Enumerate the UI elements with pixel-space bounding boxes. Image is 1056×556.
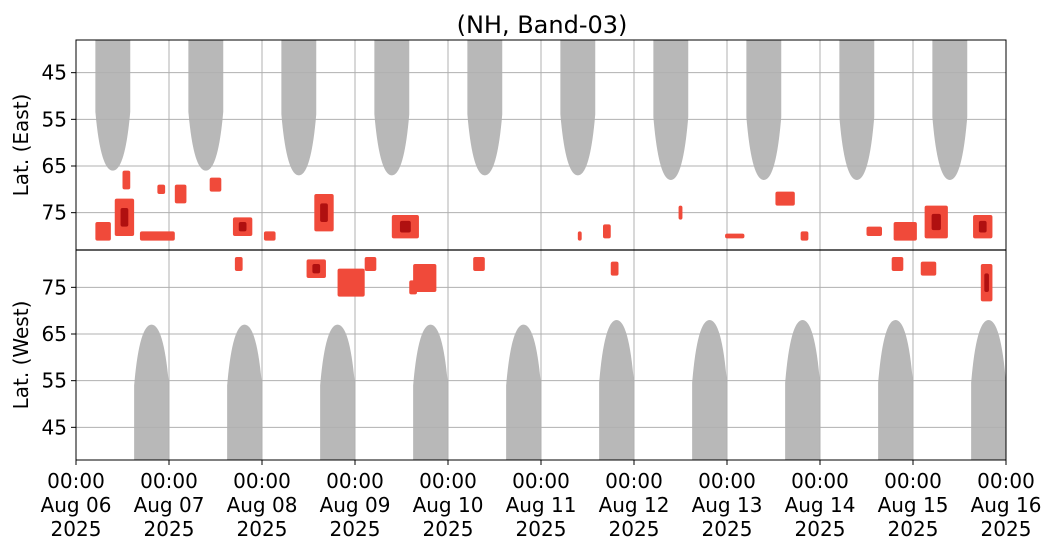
activity-patch: [800, 231, 809, 241]
activity-patch: [610, 261, 619, 276]
plot-inner: [76, 40, 1006, 460]
x-tick-label: Aug 08: [227, 493, 298, 517]
activity-core: [931, 213, 941, 231]
x-tick-label: 2025: [888, 517, 939, 541]
x-tick-label: Aug 09: [320, 493, 391, 517]
y-tick-label-east: 55: [42, 107, 67, 131]
y-tick-label-east: 45: [42, 61, 67, 85]
activity-patch: [337, 268, 365, 297]
activity-patch: [95, 222, 111, 241]
activity-patch: [891, 257, 904, 271]
activity-patch: [413, 264, 437, 292]
activity-patch: [775, 191, 795, 206]
x-tick-label: Aug 14: [785, 493, 856, 517]
activity-core: [978, 220, 987, 233]
activity-patch: [234, 257, 243, 271]
daylight-west-shape: [227, 324, 262, 460]
daylight-east-shape: [188, 40, 224, 171]
daylight-west-shape: [320, 324, 355, 460]
daylight-east-shape: [281, 40, 317, 176]
x-tick-label: 2025: [981, 517, 1032, 541]
daylight-east-shape: [560, 40, 596, 176]
x-tick-label: 00:00: [884, 469, 942, 493]
x-tick-label: Aug 06: [41, 493, 112, 517]
x-tick-label: Aug 16: [971, 493, 1042, 517]
x-tick-label: 00:00: [140, 469, 198, 493]
x-tick-label: 00:00: [977, 469, 1035, 493]
x-tick-label: Aug 15: [878, 493, 949, 517]
daylight-west-shape: [971, 320, 1006, 460]
x-tick-label: 00:00: [605, 469, 663, 493]
y-tick-label-west: 55: [42, 369, 67, 393]
x-tick-label: 2025: [237, 517, 288, 541]
x-tick-label: 2025: [330, 517, 381, 541]
daylight-west-shape: [878, 320, 913, 460]
daylight-west-shape: [599, 320, 634, 460]
activity-patch: [409, 280, 417, 295]
activity-patch: [139, 231, 175, 241]
activity-patch: [866, 226, 882, 236]
x-tick-label: Aug 11: [506, 493, 577, 517]
y-axis-label-east: Lat. (East): [9, 94, 33, 197]
y-tick-label-east: 65: [42, 154, 67, 178]
activity-core: [120, 208, 129, 227]
activity-core: [984, 273, 989, 292]
activity-patch: [920, 261, 937, 276]
activity-patch: [893, 222, 917, 241]
y-tick-label-west: 75: [42, 275, 67, 299]
daylight-west-shape: [413, 324, 448, 460]
x-tick-label: Aug 10: [413, 493, 484, 517]
activity-patch: [678, 205, 683, 220]
daylight-west-shape: [692, 320, 727, 460]
activity-patch: [473, 257, 485, 271]
x-tick-label: 2025: [144, 517, 195, 541]
daylight-east-shape: [95, 40, 131, 171]
activity-patch: [157, 184, 166, 194]
y-tick-label-west: 45: [42, 415, 67, 439]
activity-patch: [577, 231, 582, 241]
x-tick-label: 00:00: [512, 469, 570, 493]
x-tick-label: 00:00: [419, 469, 477, 493]
x-tick-label: 00:00: [47, 469, 105, 493]
daylight-east-shape: [467, 40, 503, 176]
activity-core: [320, 203, 328, 222]
activity-core: [399, 220, 411, 233]
chart-title: (NH, Band-03): [457, 11, 628, 39]
daylight-east-shape: [653, 40, 689, 180]
x-tick-label: 2025: [609, 517, 660, 541]
y-tick-label-east: 75: [42, 201, 67, 225]
activity-patch: [174, 184, 187, 204]
daylight-east-shape: [746, 40, 782, 180]
activity-patch: [263, 231, 276, 241]
activity-patch: [122, 170, 131, 190]
activity-core: [238, 222, 247, 232]
daylight-west-shape: [785, 320, 820, 460]
activity-patch: [209, 177, 222, 192]
x-tick-label: Aug 07: [134, 493, 205, 517]
daylight-west-shape: [134, 324, 169, 460]
x-tick-label: Aug 13: [692, 493, 763, 517]
x-tick-label: 2025: [795, 517, 846, 541]
x-tick-label: 00:00: [233, 469, 291, 493]
daylight-east-shape: [839, 40, 875, 180]
activity-core: [312, 264, 321, 274]
x-tick-label: 2025: [423, 517, 474, 541]
x-tick-label: 2025: [51, 517, 102, 541]
daylight-west-shape: [506, 324, 541, 460]
x-tick-label: 00:00: [698, 469, 756, 493]
x-tick-label: 00:00: [326, 469, 384, 493]
activity-patch: [603, 224, 611, 239]
activity-patch: [725, 233, 745, 239]
x-tick-label: Aug 12: [599, 493, 670, 517]
daylight-east-shape: [932, 40, 968, 180]
activity-patch: [364, 257, 377, 271]
x-tick-label: 00:00: [791, 469, 849, 493]
daylight-east-shape: [374, 40, 410, 176]
y-tick-label-west: 65: [42, 322, 67, 346]
x-tick-label: 2025: [516, 517, 567, 541]
x-tick-label: 2025: [702, 517, 753, 541]
y-axis-label-west: Lat. (West): [9, 301, 33, 410]
